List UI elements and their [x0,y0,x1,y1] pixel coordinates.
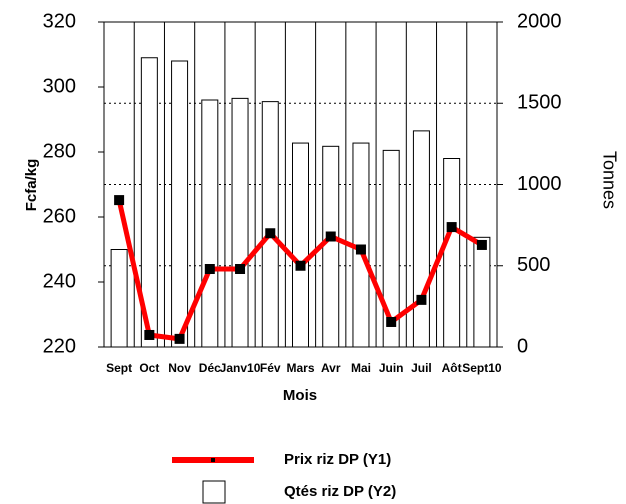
x-tick-label: Sept10 [462,361,502,375]
bar [231,97,249,348]
x-tick-label: Juil [411,361,432,375]
y2-tick-label: 2000 [517,10,562,32]
marker [144,329,155,340]
marker [114,195,125,206]
marker [235,264,246,274]
legend-box [202,480,226,504]
x-tick-label: Janv10 [220,361,261,375]
x-tick-label: Nov [168,361,191,375]
y-tick-label: 300 [43,75,76,97]
x-tick-label: Fév [260,361,281,375]
bar [110,249,128,348]
legend-marker [211,458,215,462]
y2-axis-label: Tonnes [599,151,619,209]
marker [416,294,427,305]
legend-label: Prix riz DP (Y1) [284,451,391,468]
marker [204,264,215,274]
x-axis-label: Mois [283,387,317,404]
bar [261,101,279,348]
bar [140,57,158,348]
x-tick-label: Juin [379,361,404,375]
y-tick-label: 260 [43,205,76,227]
marker [265,228,276,239]
x-tick-label: Sept [106,361,132,375]
x-tick-label: Mars [286,361,314,375]
y-tick-label: 320 [43,10,76,32]
bar [412,130,430,348]
legend-label: Qtés riz DP (Y2) [284,483,396,500]
marker [325,231,336,242]
marker [355,244,366,255]
x-tick-label: Mai [351,361,371,375]
bar [201,99,219,348]
bar [292,142,309,348]
y-tick-label: 280 [43,140,76,162]
x-tick-label: Aôt [442,361,462,375]
y-axis-label: Fcfa/kg [23,159,40,212]
marker [386,316,397,327]
marker [476,239,487,250]
y-tick-label: 220 [43,335,76,357]
y2-tick-label: 0 [517,335,528,357]
x-tick-label: Déc [199,361,221,375]
y-tick-label: 240 [43,270,76,292]
y2-tick-label: 1500 [517,92,562,114]
bar [171,60,189,348]
x-tick-label: Avr [321,361,341,375]
marker [295,260,306,271]
y2-tick-label: 1000 [517,173,562,195]
marker [446,222,457,233]
x-tick-label: Oct [139,361,159,375]
bar [443,158,461,348]
marker [174,333,185,344]
bar [473,236,491,348]
bar [322,145,340,348]
y2-tick-label: 500 [517,254,550,276]
bar [382,149,400,348]
